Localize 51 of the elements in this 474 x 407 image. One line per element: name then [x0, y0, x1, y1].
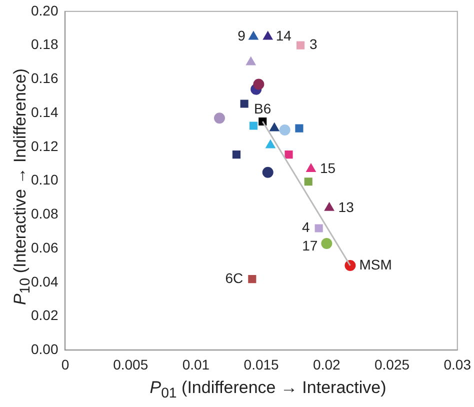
point — [253, 78, 264, 90]
y-tick-label: 0.20 — [31, 2, 58, 18]
y-tick-label: 0.08 — [31, 206, 58, 222]
point — [240, 100, 248, 108]
point — [306, 163, 316, 172]
point — [344, 260, 356, 271]
point — [295, 124, 304, 132]
y-tick-label: 0.06 — [31, 239, 58, 256]
point — [314, 224, 323, 232]
y-tick-label: 0.16 — [31, 70, 58, 86]
annotation: 14 — [276, 28, 292, 44]
point — [262, 166, 274, 178]
x-tick-label: 0.03 — [444, 356, 472, 372]
point — [248, 31, 258, 40]
x-tick-label: 0.005 — [113, 356, 148, 372]
x-tick-label: 0 — [61, 356, 70, 372]
point — [266, 140, 276, 148]
annotation: 17 — [302, 237, 318, 254]
x-tick-label: 0.01 — [182, 356, 210, 372]
point — [232, 150, 241, 159]
point — [324, 202, 334, 211]
y-tick-label: 0.18 — [31, 36, 58, 52]
y-tick-label: 0.04 — [31, 273, 58, 290]
point — [279, 124, 290, 136]
y-tick-label: 0.02 — [31, 307, 58, 324]
point — [321, 238, 332, 249]
x-tick-label: 0.025 — [374, 356, 410, 372]
annotation: 6C — [225, 270, 244, 286]
point — [214, 112, 225, 124]
y-tick-label: 0.10 — [31, 172, 58, 188]
annotation: 3 — [310, 36, 318, 52]
annotation: 15 — [320, 160, 336, 176]
point — [296, 41, 305, 50]
x-axis-title: P$_{01}$ (Indifference → Interactive) — [148, 378, 388, 402]
annotation: MSM — [359, 256, 392, 272]
x-tick-label: 0.015 — [244, 356, 280, 372]
x-tick-label: 0.02 — [313, 356, 341, 372]
point — [248, 275, 256, 284]
y-tick-label: 0.14 — [31, 104, 58, 120]
y-tick-label: 0.12 — [31, 138, 58, 154]
point — [249, 122, 258, 130]
point — [263, 31, 273, 40]
annotation: 9 — [238, 28, 246, 44]
point — [246, 56, 256, 66]
point — [304, 178, 312, 186]
annotation: 13 — [338, 198, 354, 215]
y-tick-label: 0.00 — [31, 341, 58, 358]
point — [270, 122, 280, 132]
annotation: 4 — [302, 219, 310, 236]
point — [284, 150, 293, 159]
annotation: B6 — [254, 100, 272, 116]
